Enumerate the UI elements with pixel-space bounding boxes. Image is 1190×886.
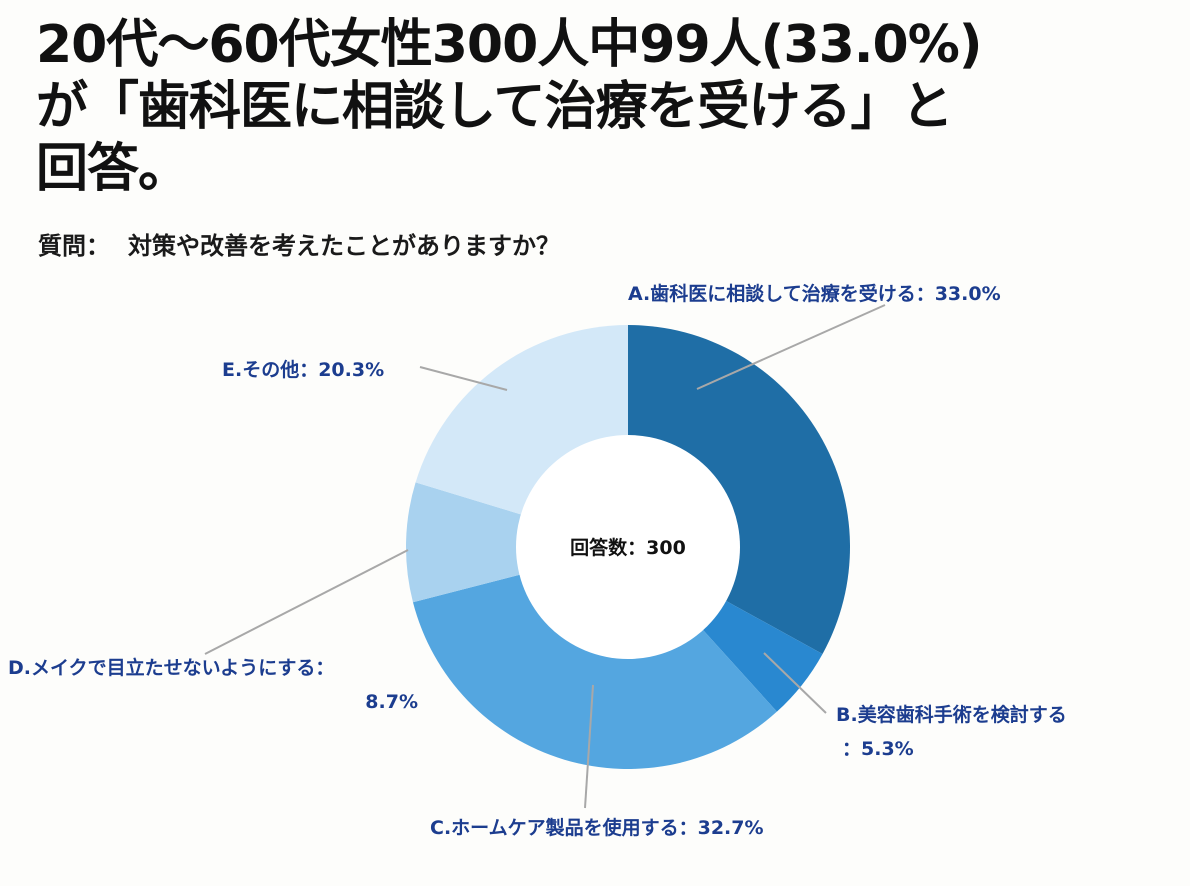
slice-label-e: E.その他：20.3% <box>222 358 384 381</box>
slice-c <box>412 547 777 770</box>
leader-line-b <box>763 652 827 714</box>
question: 質問： 対策や改善を考えたことがありますか？ <box>38 226 560 261</box>
leader-line-d <box>204 549 409 655</box>
title-line-3: 回答。 <box>36 139 190 199</box>
center-label: 回答数：300 <box>570 536 686 559</box>
slice-label-b-line1: B.美容歯科手術を検討する <box>836 703 1067 726</box>
slice-label-d-line1: D.メイクで目立たせないようにする： <box>8 656 334 679</box>
leader-line-c <box>584 684 594 809</box>
leader-line-e <box>419 366 508 391</box>
slice-label-c: C.ホームケア製品を使用する：32.7% <box>430 817 764 839</box>
leader-lines <box>204 304 886 809</box>
question-label: 質問： <box>38 232 110 260</box>
question-text: 対策や改善を考えたことがありますか？ <box>128 232 560 260</box>
chart-title: 20代〜60代女性300人中99人(33.0%) が「歯科医に相談して治療を受け… <box>36 14 1166 200</box>
leader-line-a <box>696 304 886 390</box>
donut-hole <box>516 435 740 659</box>
slice-label-b-line2: ：5.3% <box>842 738 914 760</box>
slice-label-d-line2: 8.7% <box>365 691 418 713</box>
title-line-2: が「歯科医に相談して治療を受ける」と <box>36 77 953 137</box>
slice-label-a: A.歯科医に相談して治療を受ける：33.0% <box>628 282 1001 305</box>
title-line-1: 20代〜60代女性300人中99人(33.0%) <box>36 15 983 75</box>
